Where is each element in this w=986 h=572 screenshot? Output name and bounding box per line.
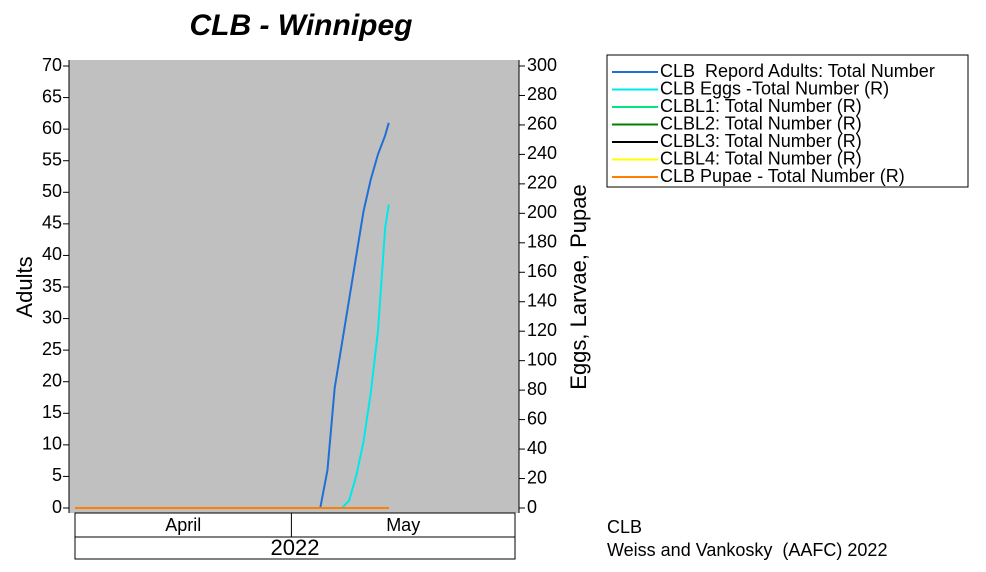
y2-tick-label: 20 <box>527 467 547 487</box>
y2-axis-label: Eggs, Larvae, Pupae <box>566 184 591 389</box>
legend-label: CLBL1: Total Number (R) <box>660 96 862 116</box>
month-label: April <box>165 515 201 535</box>
y-tick-label: 10 <box>42 434 62 454</box>
y-tick-label: 40 <box>42 244 62 264</box>
y-tick-label: 30 <box>42 307 62 327</box>
legend-label: CLBL3: Total Number (R) <box>660 131 862 151</box>
y2-tick-label: 200 <box>527 202 557 222</box>
y-tick-label: 0 <box>52 497 62 517</box>
y2-tick-label: 300 <box>527 55 557 75</box>
y2-tick-label: 180 <box>527 232 557 252</box>
legend-label: CLB Eggs -Total Number (R) <box>660 78 889 98</box>
y2-tick-label: 240 <box>527 143 557 163</box>
y-tick-label: 55 <box>42 149 62 169</box>
y-tick-label: 20 <box>42 370 62 390</box>
y2-tick-label: 0 <box>527 497 537 517</box>
legend-label: CLBL2: Total Number (R) <box>660 113 862 133</box>
y2-tick-label: 140 <box>527 290 557 310</box>
plot-area <box>69 60 519 513</box>
y2-tick-label: 100 <box>527 349 557 369</box>
y-tick-label: 35 <box>42 276 62 296</box>
y-tick-label: 70 <box>42 55 62 75</box>
x-axis-table <box>74 512 516 560</box>
y2-tick-label: 40 <box>527 438 547 458</box>
y-tick-label: 60 <box>42 118 62 138</box>
y-tick-label: 45 <box>42 213 62 233</box>
legend-label: CLBL4: Total Number (R) <box>660 148 862 168</box>
y-tick-label: 25 <box>42 339 62 359</box>
y2-tick-label: 260 <box>527 114 557 134</box>
y-tick-label: 15 <box>42 402 62 422</box>
legend-label: CLB Repord Adults: Total Number <box>660 61 935 81</box>
y-tick-label: 65 <box>42 86 62 106</box>
y-tick-label: 50 <box>42 181 62 201</box>
month-label: May <box>386 515 420 535</box>
footer-text: CLB <box>607 517 642 537</box>
chart-title: CLB - Winnipeg <box>189 9 412 42</box>
legend-label: CLB Pupae - Total Number (R) <box>660 166 905 186</box>
legend-box <box>606 54 969 188</box>
y2-tick-label: 160 <box>527 261 557 281</box>
series-line <box>75 122 390 509</box>
y2-tick-label: 220 <box>527 173 557 193</box>
y-axis-label: Adults <box>12 256 37 317</box>
year-label: 2022 <box>271 535 320 560</box>
y2-tick-label: 280 <box>527 84 557 104</box>
y2-tick-label: 120 <box>527 320 557 340</box>
y2-tick-label: 60 <box>527 408 547 428</box>
y2-tick-label: 80 <box>527 379 547 399</box>
footer-text: Weiss and Vankosky (AAFC) 2022 <box>607 540 887 560</box>
y-tick-label: 5 <box>52 465 62 485</box>
